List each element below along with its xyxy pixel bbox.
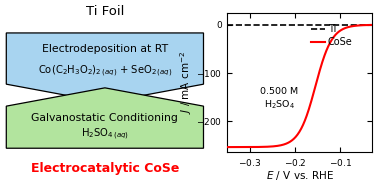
Legend: Ti, CoSe: Ti, CoSe: [307, 20, 356, 51]
Text: Galvanostatic Conditioning: Galvanostatic Conditioning: [31, 113, 178, 123]
Text: 0.500 M
H$_2$SO$_4$: 0.500 M H$_2$SO$_4$: [260, 87, 298, 111]
X-axis label: $E$ / V vs. RHE: $E$ / V vs. RHE: [266, 169, 333, 182]
Text: Electrocatalytic CoSe: Electrocatalytic CoSe: [31, 162, 179, 175]
Text: H$_2$SO$_{4\,(aq)}$: H$_2$SO$_{4\,(aq)}$: [81, 127, 129, 142]
Polygon shape: [6, 88, 203, 148]
Text: Electrodeposition at RT: Electrodeposition at RT: [42, 44, 168, 54]
Polygon shape: [6, 33, 203, 102]
Text: Co(C$_2$H$_3$O$_2$)$_{2\,(aq)}$ + SeO$_{2\,(aq)}$: Co(C$_2$H$_3$O$_2$)$_{2\,(aq)}$ + SeO$_{…: [38, 64, 172, 79]
Y-axis label: $J$ / mA cm$^{-2}$: $J$ / mA cm$^{-2}$: [179, 51, 194, 114]
Text: Ti Foil: Ti Foil: [86, 5, 124, 18]
